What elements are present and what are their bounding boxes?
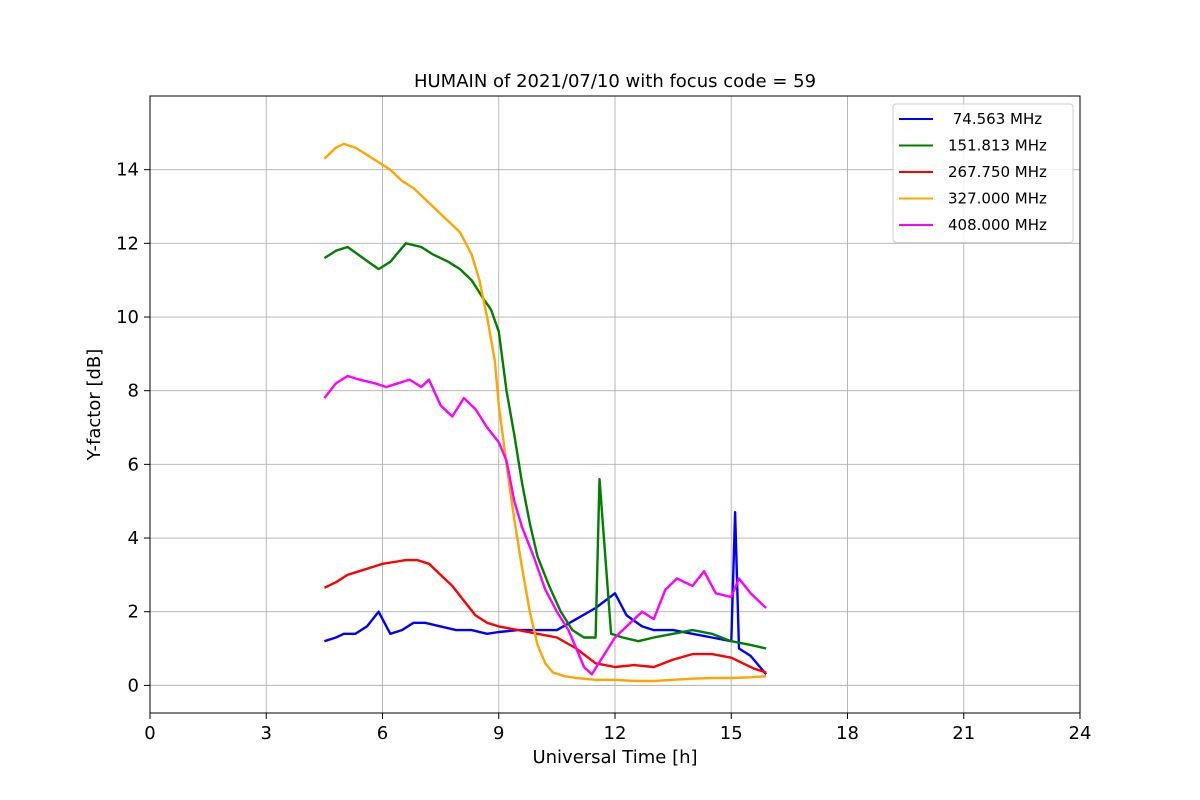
series-line-4 <box>323 374 767 676</box>
y-tick-label: 6 <box>128 454 139 475</box>
legend-label: 408.000 MHz <box>948 216 1047 234</box>
x-tick-label: 0 <box>144 723 155 744</box>
x-tick-label: 18 <box>836 723 859 744</box>
y-tick-label: 2 <box>128 602 139 623</box>
series-layer <box>323 142 768 683</box>
series-line-0 <box>324 511 768 676</box>
legend-label: 327.000 MHz <box>948 190 1047 208</box>
y-tick-label: 12 <box>116 233 139 254</box>
x-tick-label: 9 <box>493 723 504 744</box>
x-tick-label: 15 <box>720 723 743 744</box>
y-tick-label: 0 <box>128 675 139 696</box>
legend: 74.563 MHz 151.813 MHz 267.750 MHz 327.000 … <box>892 103 1074 243</box>
y-tick-label: 8 <box>128 381 139 402</box>
chart-title: HUMAIN of 2021/07/10 with focus code = 5… <box>414 71 816 92</box>
x-axis-label: Universal Time [h] <box>532 747 697 768</box>
x-tick-label: 6 <box>377 723 388 744</box>
legend-label: 151.813 MHz <box>948 137 1047 155</box>
x-tick-label: 24 <box>1069 723 1092 744</box>
x-tick-label: 12 <box>604 723 627 744</box>
legend-box <box>892 103 1074 243</box>
series-line-1 <box>323 242 767 650</box>
legend-label: 74.563 MHz <box>948 110 1042 128</box>
legend-label: 267.750 MHz <box>948 163 1047 181</box>
x-tick-label: 3 <box>261 723 272 744</box>
y-tick-label: 4 <box>128 528 139 549</box>
y-tick-label: 10 <box>116 307 139 328</box>
x-tick-label: 21 <box>952 723 975 744</box>
y-tick-label: 14 <box>116 160 139 181</box>
series-line-2 <box>323 558 767 674</box>
y-axis-label: Y-factor [dB] <box>84 349 105 462</box>
